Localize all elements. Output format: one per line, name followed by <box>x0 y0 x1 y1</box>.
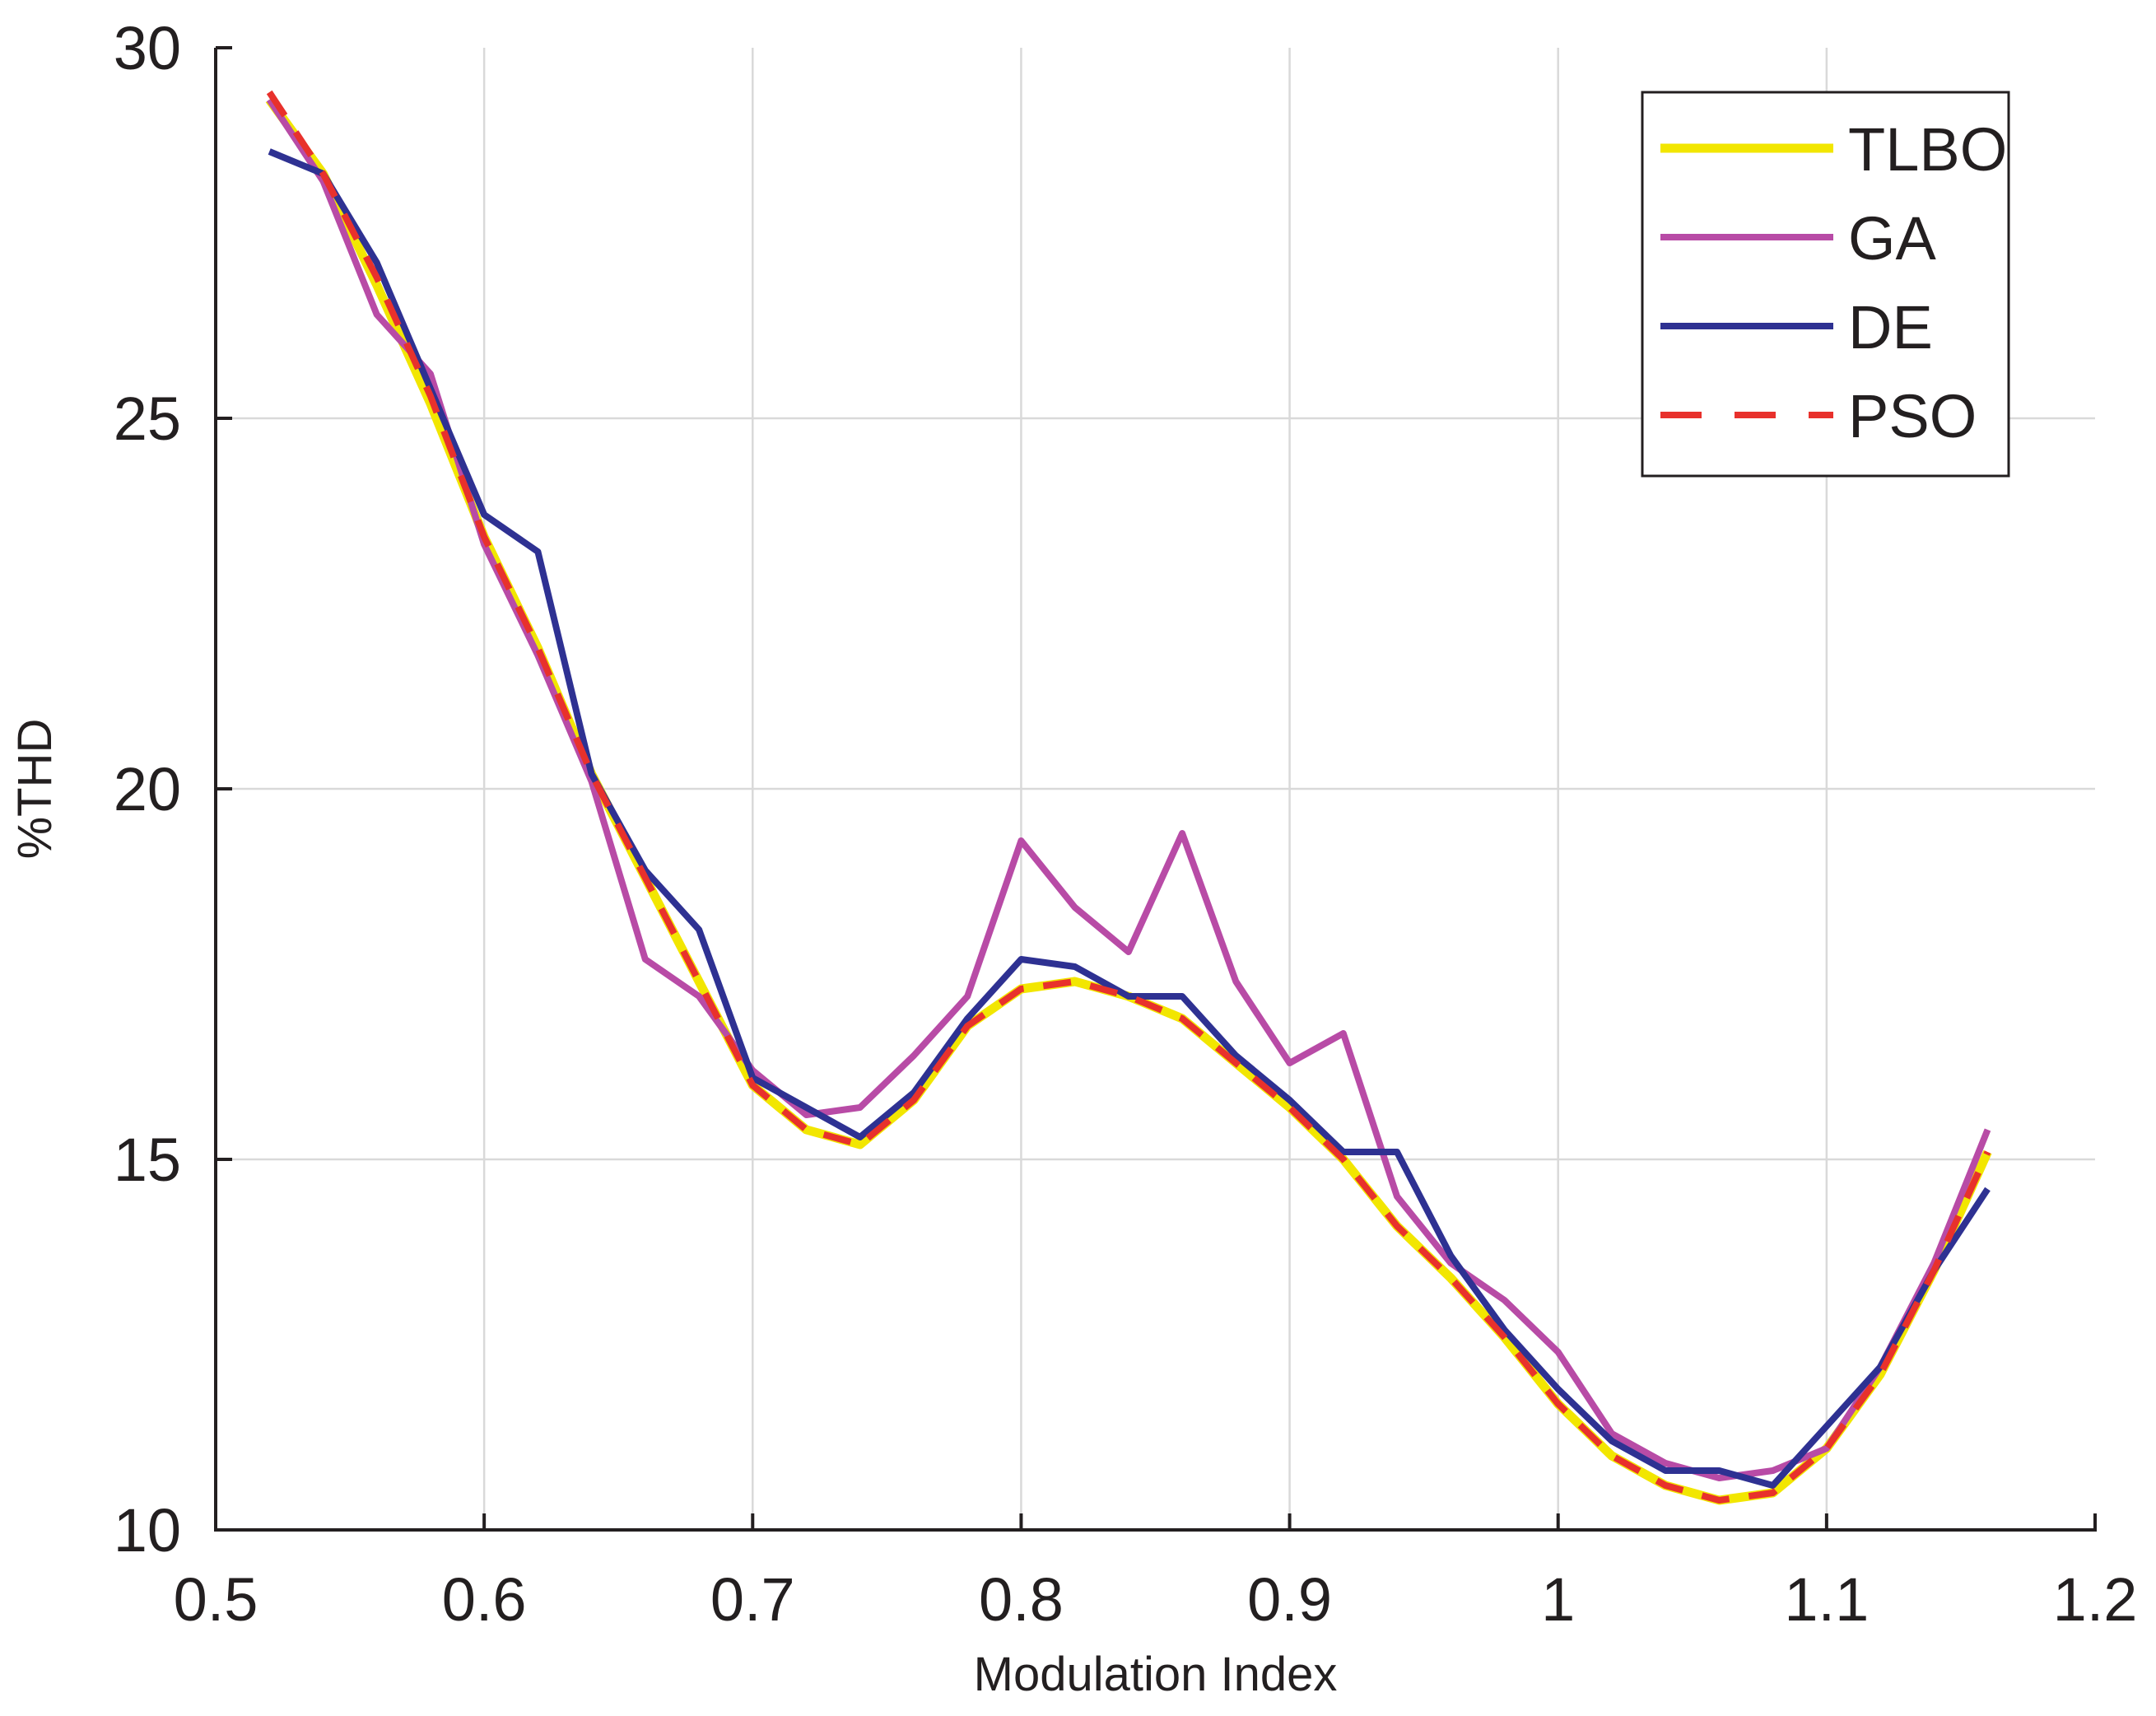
y-tick-label: 25 <box>114 385 181 453</box>
x-axis-label: Modulation Index <box>974 1648 1338 1701</box>
y-tick-label: 20 <box>114 755 181 823</box>
series-lines <box>265 90 1992 1505</box>
x-tick-label: 0.7 <box>710 1565 795 1634</box>
tick-labels: 0.5 0.6 0.7 0.8 0.9 1 1.1 1.2 10 15 20 25 30 <box>114 14 2138 1634</box>
x-tick-label: 1.1 <box>1784 1565 1869 1634</box>
y-tick-label: 30 <box>114 14 181 82</box>
y-tick-label: 15 <box>114 1126 181 1194</box>
legend-label-pso: PSO <box>1848 382 1977 450</box>
series-line-de <box>268 148 1991 1489</box>
y-tick-label: 10 <box>114 1496 181 1564</box>
x-tick-label: 0.9 <box>1247 1565 1332 1634</box>
legend-label-ga: GA <box>1848 204 1937 273</box>
legend-label-de: DE <box>1848 293 1933 361</box>
x-tick-label: 0.6 <box>442 1565 527 1634</box>
legend: TLBO GA DE PSO <box>1641 91 2010 478</box>
x-tick-label: 0.8 <box>979 1565 1064 1634</box>
x-tick-label: 0.5 <box>174 1565 258 1634</box>
axes <box>214 46 2097 1532</box>
x-tick-label: 1 <box>1541 1565 1575 1634</box>
legend-label-tlbo: TLBO <box>1848 115 2007 184</box>
x-tick-label: 1.2 <box>2053 1565 2138 1634</box>
y-axis-label: %THD <box>8 719 62 860</box>
